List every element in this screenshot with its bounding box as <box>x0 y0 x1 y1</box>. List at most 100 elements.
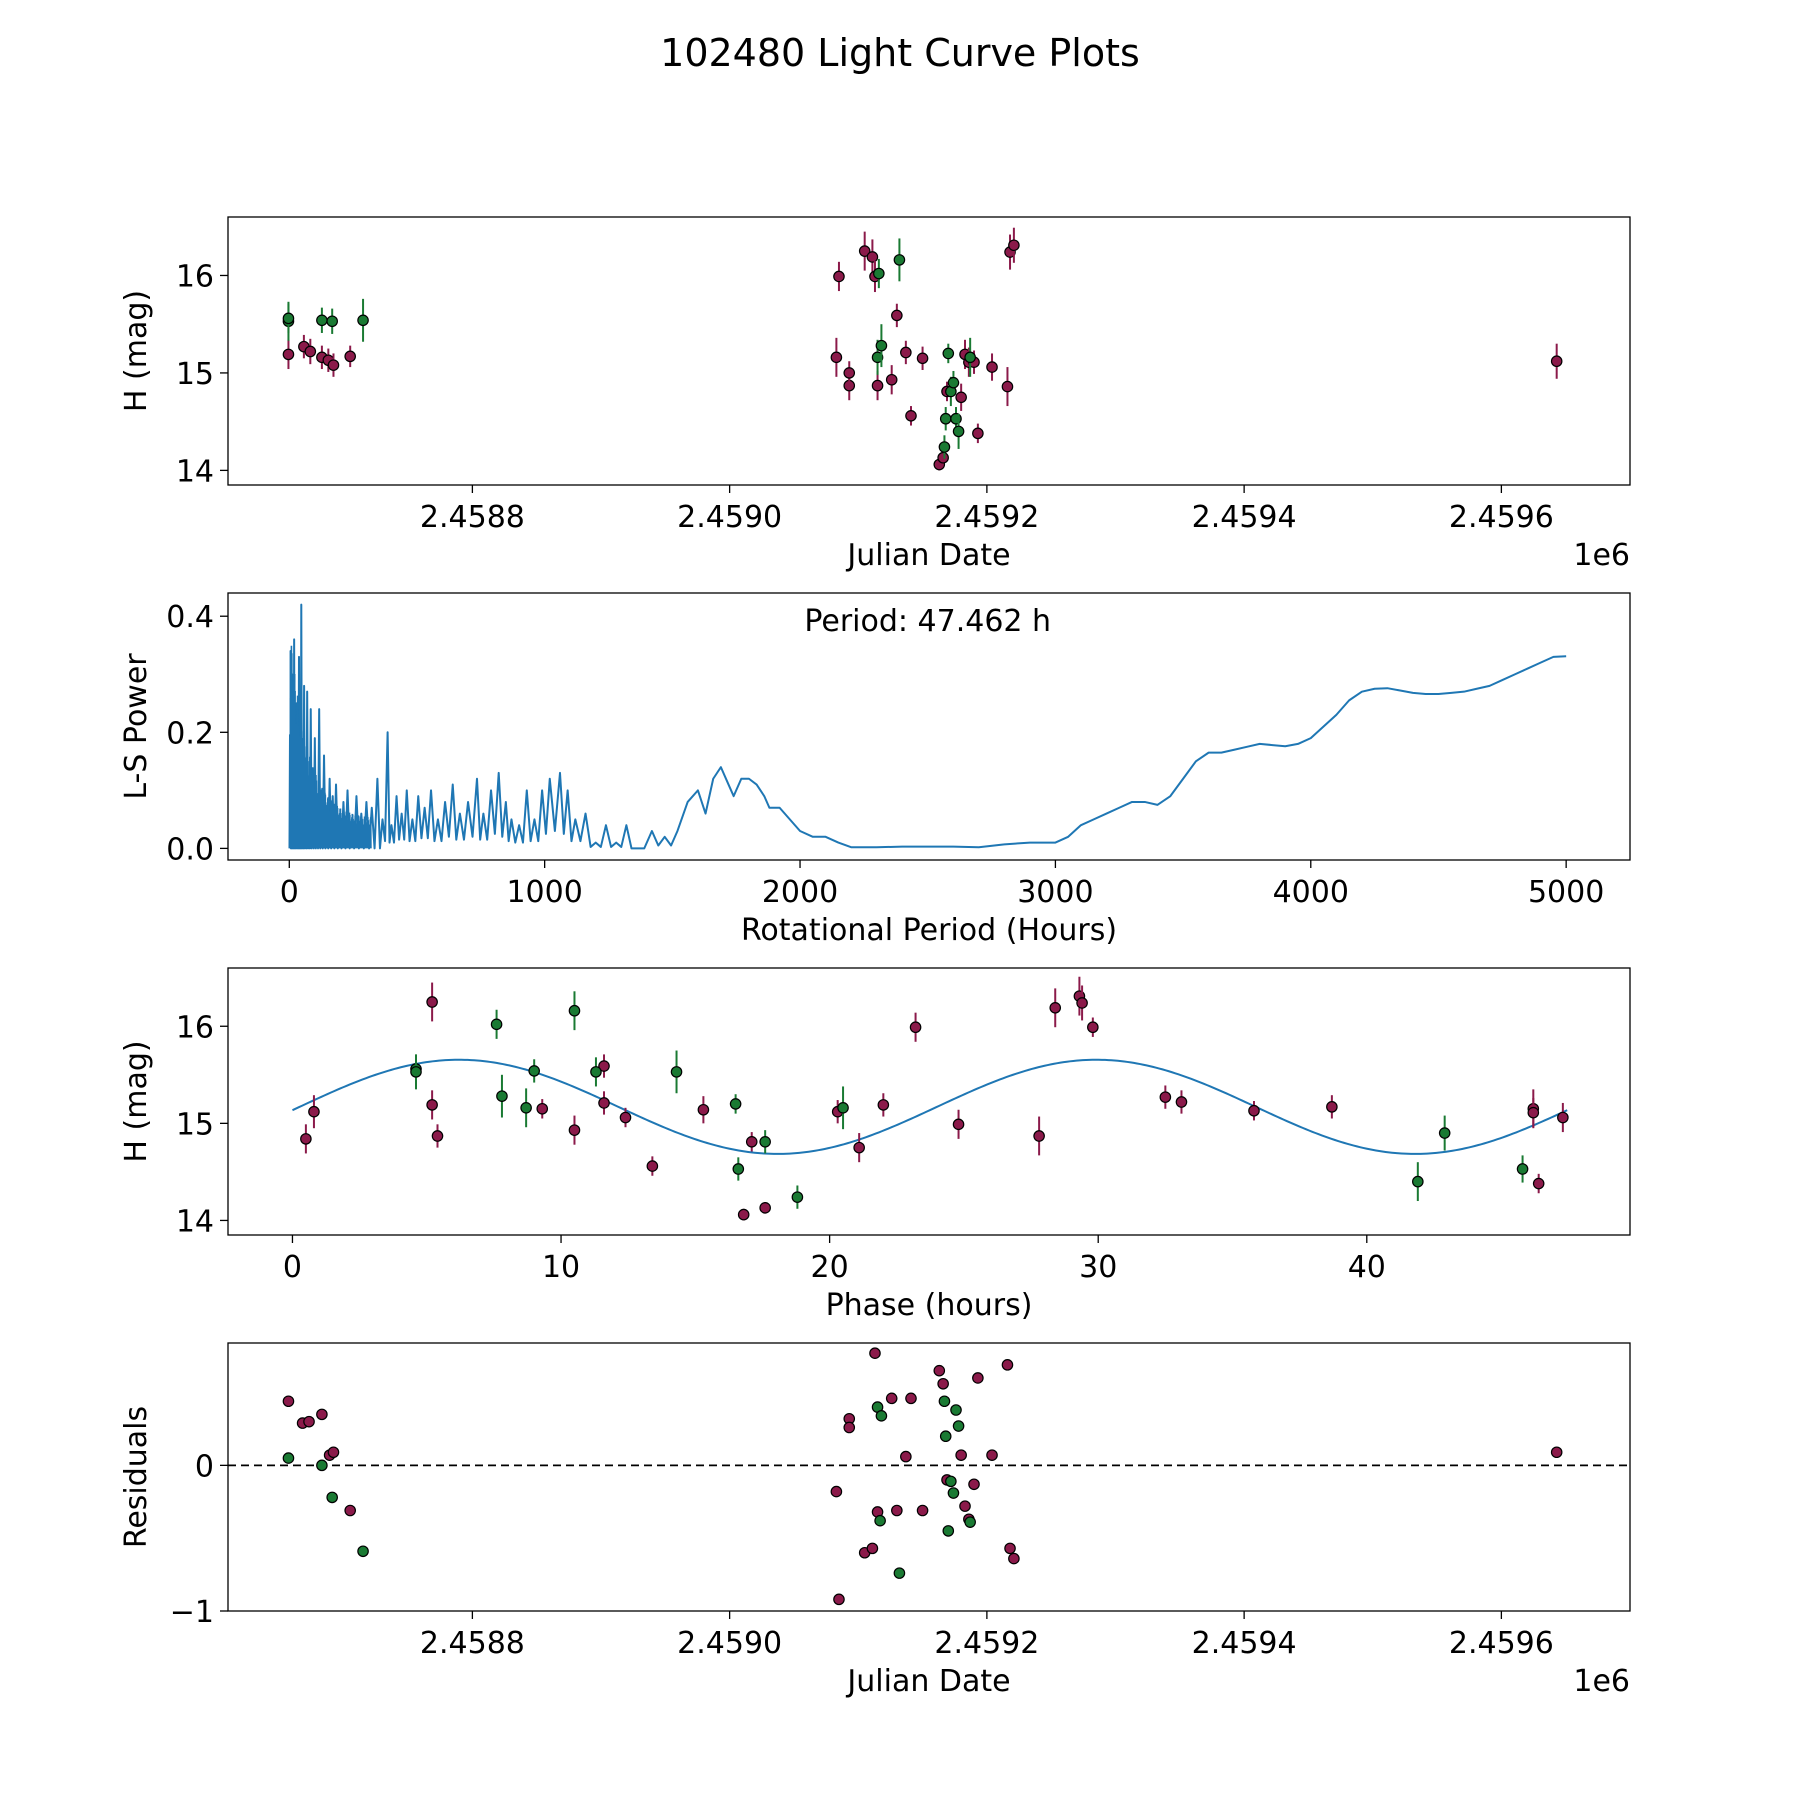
data-point-red <box>1551 1447 1561 1457</box>
data-point-red <box>283 1396 293 1406</box>
data-point-green <box>876 1411 886 1421</box>
data-point-green <box>730 1099 740 1109</box>
data-point-green <box>1517 1164 1527 1174</box>
data-point-red <box>844 1422 854 1432</box>
data-point-green <box>521 1103 531 1113</box>
data-point-red <box>432 1131 442 1141</box>
x-tick-label: 2.4590 <box>677 500 782 535</box>
data-point-red <box>620 1112 630 1122</box>
x-tick-label: 3000 <box>1017 875 1093 910</box>
x-axis-offset-label: 1e6 <box>1573 538 1630 573</box>
data-point-red <box>1551 356 1561 366</box>
x-tick-label: 2.4588 <box>420 500 525 535</box>
data-point-red <box>870 1348 880 1358</box>
data-point-red <box>328 360 338 370</box>
data-point-green <box>941 414 951 424</box>
data-point-red <box>738 1209 748 1219</box>
y-tick-label: 15 <box>176 357 214 392</box>
data-point-green <box>943 348 953 358</box>
x-tick-label: 40 <box>1348 1250 1386 1285</box>
data-point-red <box>956 1450 966 1460</box>
data-point-red <box>328 1447 338 1457</box>
data-point-red <box>901 1451 911 1461</box>
x-axis-label: Julian Date <box>845 1664 1010 1699</box>
data-point-red <box>872 380 882 390</box>
data-point-green <box>894 255 904 265</box>
data-point-red <box>938 1379 948 1389</box>
data-point-red <box>906 1393 916 1403</box>
data-point-red <box>537 1104 547 1114</box>
y-tick-label: 14 <box>176 1204 214 1239</box>
data-point-red <box>1002 381 1012 391</box>
data-point-red <box>886 375 896 385</box>
data-point-green <box>939 1396 949 1406</box>
x-tick-label: 2000 <box>762 875 838 910</box>
data-point-red <box>1160 1092 1170 1102</box>
period-annotation: Period: 47.462 h <box>804 604 1051 639</box>
data-point-green <box>317 1460 327 1470</box>
data-point-red <box>1050 1003 1060 1013</box>
data-point-red <box>283 349 293 359</box>
data-point-red <box>345 1505 355 1515</box>
x-tick-label: 30 <box>1079 1250 1117 1285</box>
data-point-red <box>1009 1553 1019 1563</box>
x-tick-label: 1000 <box>506 875 582 910</box>
data-point-red <box>886 1393 896 1403</box>
data-point-red <box>599 1098 609 1108</box>
data-point-green <box>497 1091 507 1101</box>
y-axis-label: H (mag) <box>119 290 154 412</box>
data-point-red <box>1249 1106 1259 1116</box>
data-point-red <box>1558 1112 1568 1122</box>
data-point-green <box>953 426 963 436</box>
data-point-red <box>973 1373 983 1383</box>
data-point-red <box>910 1022 920 1032</box>
data-point-red <box>1528 1107 1538 1117</box>
data-point-red <box>1005 1543 1015 1553</box>
data-point-green <box>965 1517 975 1527</box>
data-point-red <box>1533 1178 1543 1188</box>
x-tick-label: 5000 <box>1528 875 1604 910</box>
data-point-green <box>283 313 293 323</box>
data-point-green <box>317 315 327 325</box>
data-point-green <box>327 316 337 326</box>
data-point-red <box>1176 1097 1186 1107</box>
data-point-green <box>875 1515 885 1525</box>
x-tick-label: 2.4594 <box>1192 1626 1297 1661</box>
data-point-green <box>894 1568 904 1578</box>
data-point-red <box>917 1505 927 1515</box>
data-point-red <box>834 1594 844 1604</box>
data-point-red <box>309 1106 319 1116</box>
data-point-green <box>760 1137 770 1147</box>
data-point-red <box>956 392 966 402</box>
data-point-red <box>301 1134 311 1144</box>
y-tick-label: −1 <box>170 1595 214 1630</box>
data-point-green <box>327 1492 337 1502</box>
data-point-red <box>831 352 841 362</box>
data-point-green <box>569 1006 579 1016</box>
x-tick-label: 0 <box>280 875 299 910</box>
data-point-green <box>951 1405 961 1415</box>
x-tick-label: 0 <box>283 1250 302 1285</box>
x-tick-label: 2.4588 <box>420 1626 525 1661</box>
data-point-red <box>934 1365 944 1375</box>
y-tick-label: 0.4 <box>166 600 214 635</box>
data-point-green <box>411 1067 421 1077</box>
data-point-red <box>345 351 355 361</box>
data-point-red <box>1077 998 1087 1008</box>
data-point-green <box>358 315 368 325</box>
data-point-green <box>358 1546 368 1556</box>
data-point-red <box>698 1105 708 1115</box>
data-point-red <box>1088 1022 1098 1032</box>
data-point-red <box>953 1119 963 1129</box>
data-point-red <box>304 1416 314 1426</box>
data-point-red <box>901 347 911 357</box>
data-point-red <box>1327 1102 1337 1112</box>
x-axis-label: Phase (hours) <box>826 1288 1033 1323</box>
y-tick-label: 0.2 <box>166 716 214 751</box>
data-point-red <box>917 353 927 363</box>
data-point-red <box>647 1161 657 1171</box>
data-point-green <box>951 414 961 424</box>
data-point-green <box>953 1421 963 1431</box>
y-axis-label: Residuals <box>119 1406 154 1548</box>
x-axis-offset-label: 1e6 <box>1573 1664 1630 1699</box>
